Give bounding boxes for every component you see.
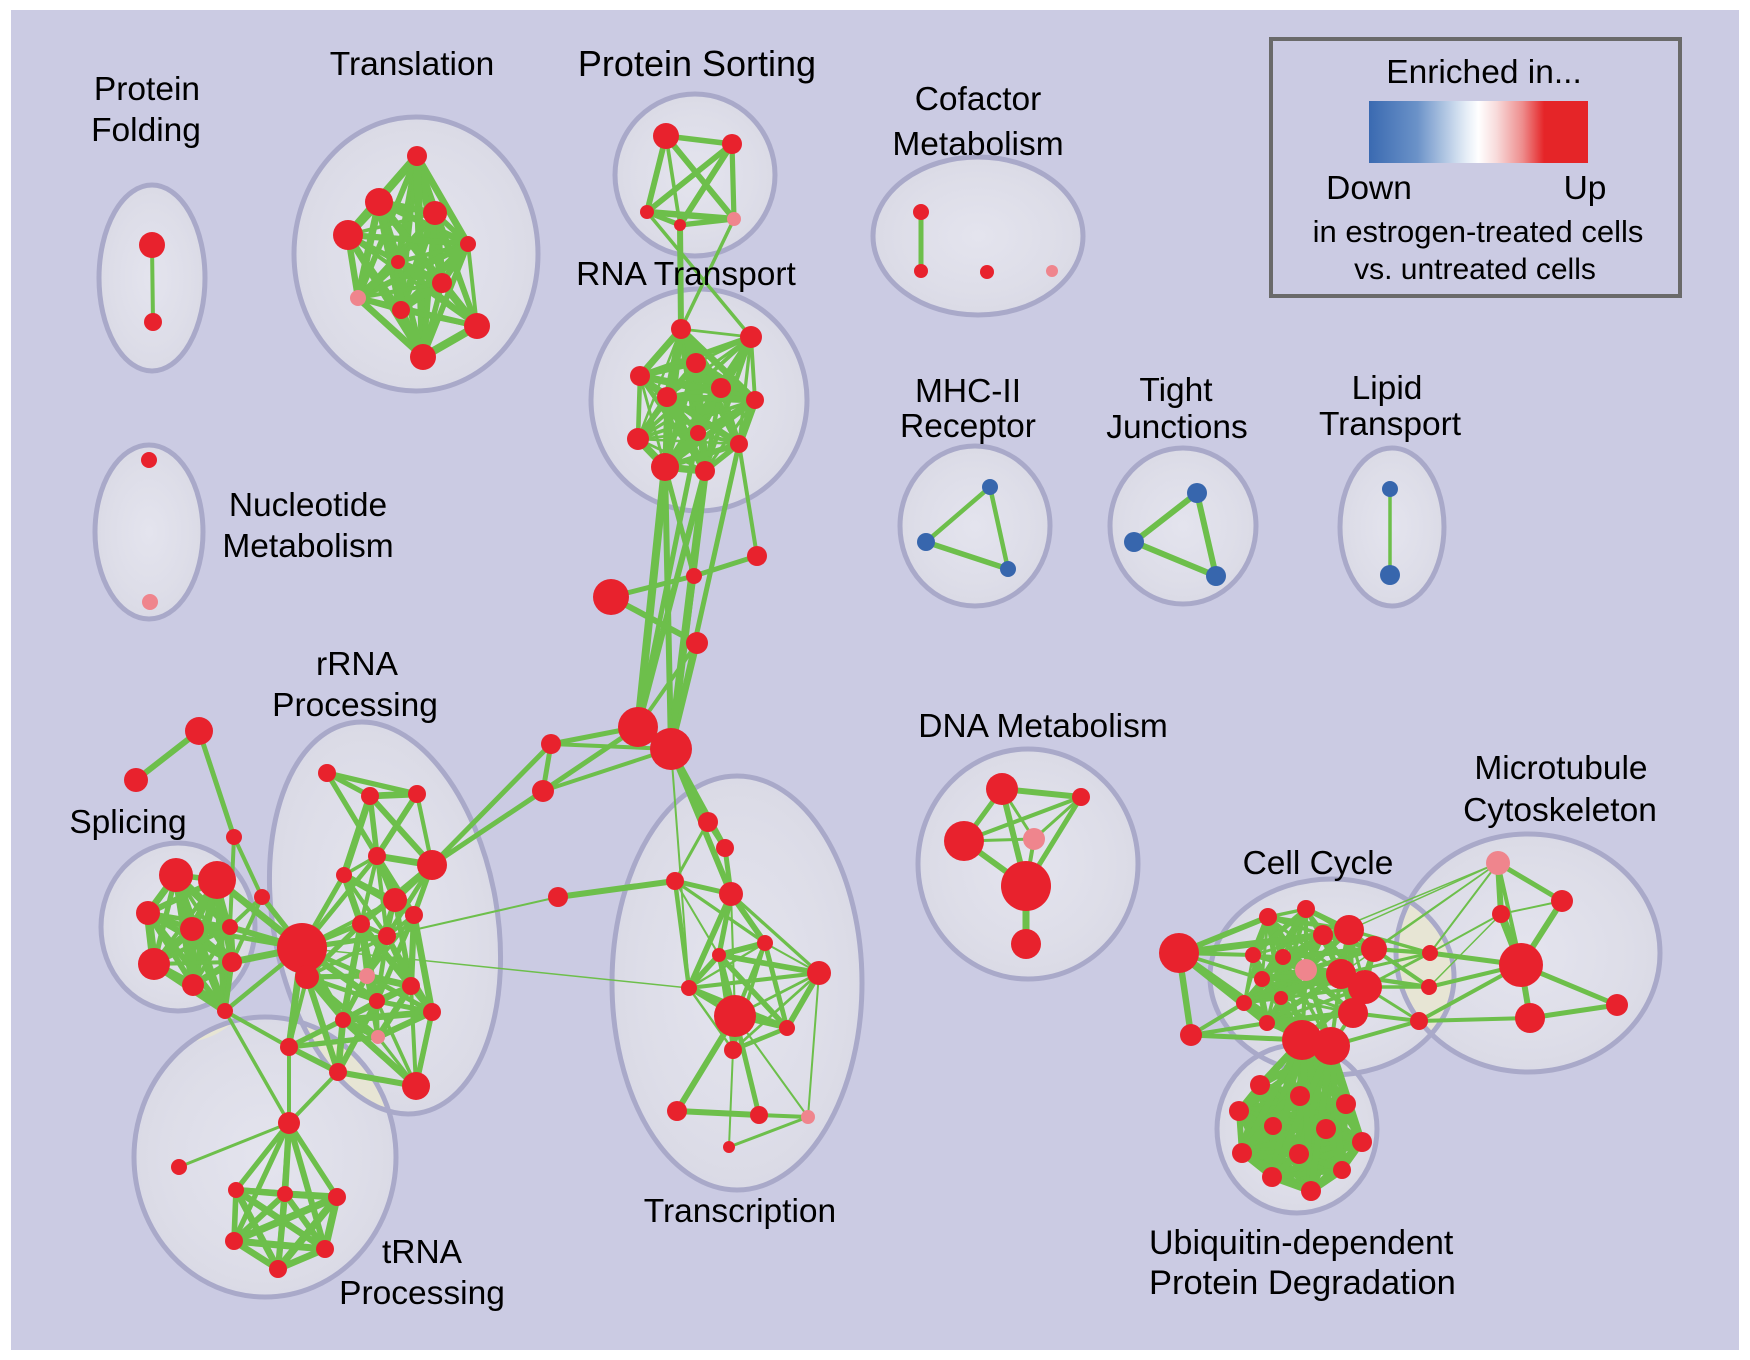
svg-text:Cytoskeleton: Cytoskeleton: [1463, 792, 1657, 829]
svg-text:Microtubule: Microtubule: [1474, 750, 1647, 787]
svg-text:vs. untreated cells: vs. untreated cells: [1354, 253, 1596, 286]
svg-text:Cell Cycle: Cell Cycle: [1243, 845, 1394, 882]
svg-text:Protein Sorting: Protein Sorting: [578, 43, 816, 84]
svg-text:Processing: Processing: [272, 687, 438, 724]
svg-text:Folding: Folding: [91, 112, 201, 149]
svg-text:Down: Down: [1326, 170, 1412, 207]
svg-text:Protein Degradation: Protein Degradation: [1149, 1264, 1456, 1302]
svg-text:Ubiquitin-dependent: Ubiquitin-dependent: [1149, 1224, 1454, 1262]
svg-text:Transport: Transport: [1319, 406, 1462, 443]
svg-text:Lipid: Lipid: [1352, 370, 1423, 407]
svg-text:Metabolism: Metabolism: [222, 528, 393, 565]
svg-text:Up: Up: [1564, 170, 1607, 207]
svg-text:in estrogen-treated cells: in estrogen-treated cells: [1313, 214, 1644, 249]
svg-text:Protein: Protein: [94, 71, 200, 108]
svg-text:Tight: Tight: [1139, 372, 1213, 409]
svg-text:DNA Metabolism: DNA Metabolism: [918, 708, 1167, 745]
svg-text:Splicing: Splicing: [69, 804, 186, 841]
svg-text:MHC-II: MHC-II: [915, 373, 1021, 410]
svg-text:Cofactor: Cofactor: [915, 81, 1042, 118]
svg-text:rRNA: rRNA: [316, 646, 399, 683]
svg-text:Metabolism: Metabolism: [892, 126, 1063, 163]
svg-text:Translation: Translation: [330, 46, 494, 83]
svg-text:Enriched in...: Enriched in...: [1386, 54, 1582, 91]
svg-text:Nucleotide: Nucleotide: [229, 487, 387, 524]
svg-text:Junctions: Junctions: [1106, 409, 1248, 446]
svg-text:Processing: Processing: [339, 1275, 505, 1312]
svg-text:tRNA: tRNA: [382, 1234, 463, 1271]
svg-text:RNA Transport: RNA Transport: [576, 256, 796, 293]
svg-text:Receptor: Receptor: [900, 408, 1036, 445]
svg-text:Transcription: Transcription: [644, 1193, 836, 1230]
